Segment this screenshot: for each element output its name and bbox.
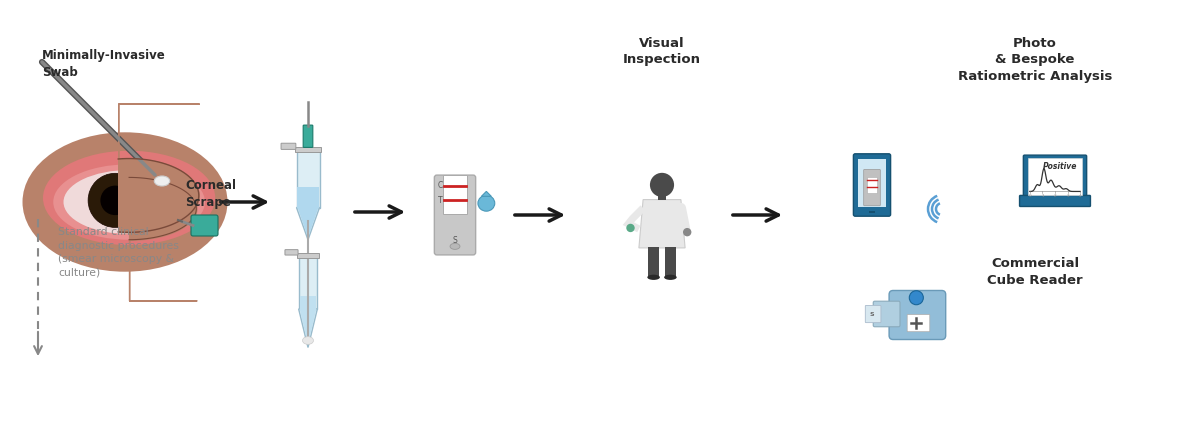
Ellipse shape — [302, 337, 313, 344]
Text: C: C — [438, 181, 443, 190]
Text: T: T — [438, 196, 443, 205]
FancyBboxPatch shape — [191, 215, 218, 236]
Polygon shape — [638, 200, 685, 248]
Text: Corneal
Scrape: Corneal Scrape — [185, 179, 236, 209]
Text: Positive: Positive — [1043, 161, 1078, 171]
FancyBboxPatch shape — [864, 169, 881, 206]
Bar — [295, 147, 322, 152]
Ellipse shape — [23, 132, 228, 272]
FancyBboxPatch shape — [874, 301, 900, 327]
Text: Minimally-Invasive
Swab: Minimally-Invasive Swab — [42, 49, 166, 79]
Polygon shape — [300, 296, 317, 309]
Bar — [858, 159, 886, 207]
Bar — [658, 195, 666, 200]
Bar — [298, 253, 319, 258]
Bar — [866, 177, 877, 193]
Ellipse shape — [155, 176, 169, 186]
FancyBboxPatch shape — [296, 148, 319, 207]
FancyBboxPatch shape — [284, 250, 298, 255]
Text: 1: 1 — [1042, 194, 1044, 198]
FancyBboxPatch shape — [1024, 155, 1087, 199]
Ellipse shape — [478, 195, 494, 211]
Text: 2: 2 — [1054, 194, 1056, 198]
Bar — [665, 247, 676, 276]
Text: 4: 4 — [1079, 194, 1081, 198]
Circle shape — [650, 173, 674, 197]
Text: Photo
& Bespoke
Ratiometric Analysis: Photo & Bespoke Ratiometric Analysis — [958, 37, 1112, 83]
Polygon shape — [298, 207, 318, 238]
Circle shape — [101, 186, 130, 215]
Circle shape — [910, 291, 923, 305]
Text: Commercial
Cube Reader: Commercial Cube Reader — [988, 257, 1082, 287]
Polygon shape — [296, 207, 319, 240]
Text: S: S — [452, 236, 457, 245]
Polygon shape — [298, 187, 318, 207]
Polygon shape — [300, 309, 317, 345]
Text: 3: 3 — [1067, 194, 1069, 198]
Bar — [869, 211, 875, 213]
Ellipse shape — [53, 164, 205, 240]
FancyBboxPatch shape — [889, 291, 946, 340]
Bar — [648, 247, 659, 276]
Ellipse shape — [64, 170, 194, 234]
FancyBboxPatch shape — [853, 154, 890, 216]
Ellipse shape — [647, 274, 660, 280]
Circle shape — [88, 173, 143, 228]
Text: Visual
Inspection: Visual Inspection — [623, 37, 701, 67]
Text: S: S — [869, 312, 874, 316]
Ellipse shape — [450, 243, 460, 249]
Ellipse shape — [664, 274, 677, 280]
FancyBboxPatch shape — [299, 254, 317, 309]
Text: 0: 0 — [1028, 194, 1031, 198]
Polygon shape — [481, 191, 491, 196]
FancyBboxPatch shape — [281, 143, 296, 149]
Ellipse shape — [43, 151, 215, 245]
FancyBboxPatch shape — [865, 305, 881, 323]
FancyBboxPatch shape — [907, 315, 930, 332]
Bar — [1027, 158, 1082, 195]
FancyBboxPatch shape — [1020, 195, 1091, 207]
Bar — [443, 175, 467, 214]
FancyBboxPatch shape — [304, 125, 313, 148]
Circle shape — [683, 228, 691, 236]
FancyBboxPatch shape — [434, 175, 475, 255]
Text: Standard clinical
diagnostic procedures
(smear microscopy &
culture): Standard clinical diagnostic procedures … — [58, 227, 179, 278]
Circle shape — [626, 224, 635, 232]
Polygon shape — [299, 309, 317, 347]
